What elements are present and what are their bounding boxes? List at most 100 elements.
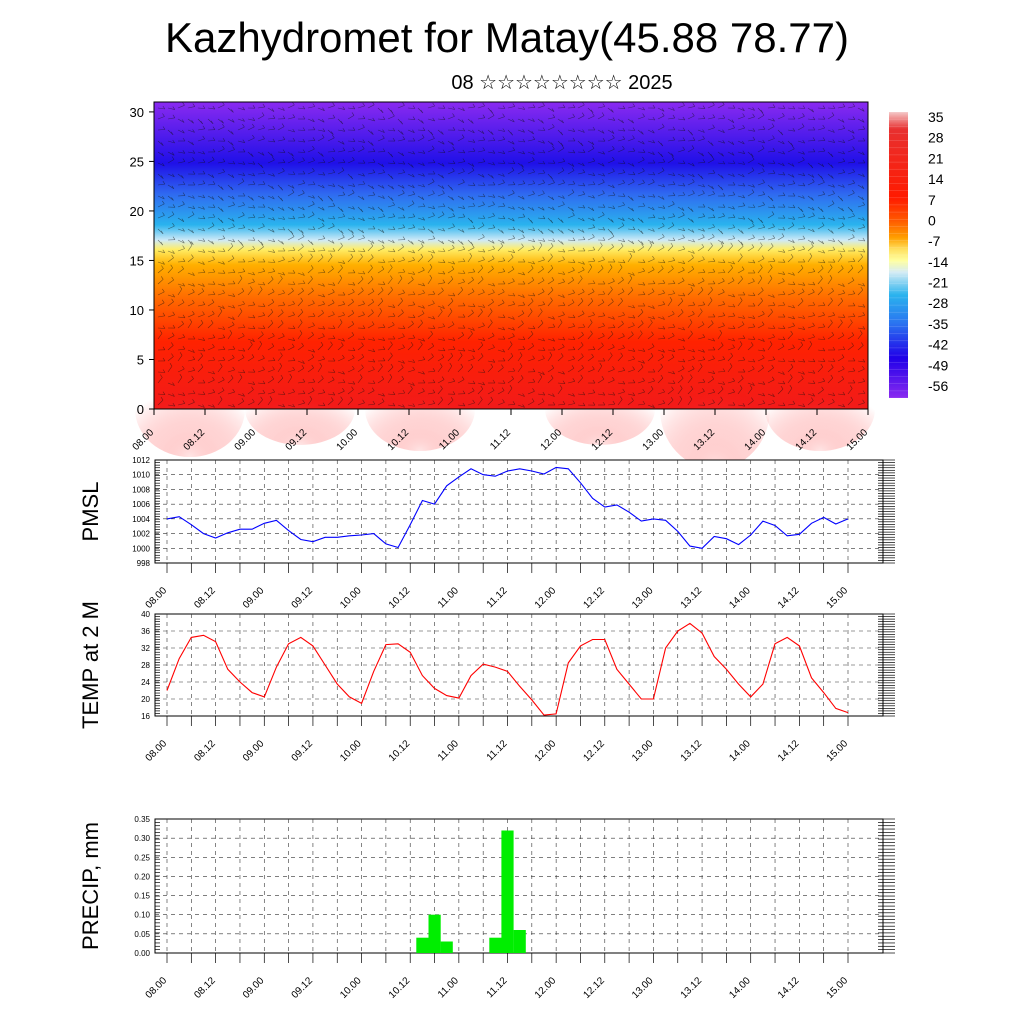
x-tick-label: 14.00 (727, 975, 753, 1001)
y-tick-label: 24 (141, 678, 150, 687)
plot-frame (154, 459, 884, 564)
x-tick-label: 11.00 (436, 585, 461, 610)
colorbar-label: -35 (928, 316, 948, 332)
x-tick-label: 12.12 (581, 975, 607, 1001)
x-tick-label: 14.12 (776, 585, 802, 611)
x-tick-label: 11.00 (436, 738, 461, 763)
y-axis-title: PRECIP, mm (78, 822, 103, 950)
colorbar-label: 21 (928, 150, 944, 166)
x-tick-label: 13.00 (641, 427, 667, 453)
y-tick-label: 0.30 (134, 834, 150, 843)
y-tick-label: 1012 (132, 456, 150, 465)
y-tick-label: 0.25 (134, 853, 150, 862)
y-tick-label: 16 (141, 712, 150, 721)
y-tick-label: 10 (130, 303, 144, 318)
grid (155, 460, 883, 563)
x-tick-label: 09.12 (290, 738, 316, 764)
x-tick-label: 13.12 (679, 738, 705, 764)
y-tick-label: 20 (141, 695, 150, 704)
series-line (166, 466, 849, 549)
y-tick-label: 20 (130, 204, 144, 219)
y-axis-title: PMSL (78, 482, 103, 542)
x-tick-label: 11.12 (485, 975, 510, 1000)
x-tick-label: 14.12 (776, 738, 802, 764)
x-tick-label: 12.00 (533, 975, 559, 1001)
x-tick-label: 14.00 (727, 738, 753, 764)
colorbar-label: 14 (928, 171, 944, 187)
y-tick-label: 1010 (132, 471, 150, 480)
colorbar: 35 28 21 14 7 0 -7 -14 -21 -28 -35 -42 -49 -56 (889, 109, 948, 399)
y-tick-label: 0.10 (134, 911, 150, 920)
colorbar-label: -21 (928, 275, 948, 291)
x-tick-label: 14.00 (727, 585, 753, 611)
x-tick-label: 12.12 (581, 585, 607, 611)
x-tick-label: 12.12 (581, 738, 607, 764)
y-tick-label: 30 (130, 105, 144, 120)
precip-bar (416, 937, 429, 953)
x-tick-label: 15.00 (825, 738, 851, 764)
chart-subtitle: 08 ☆☆☆☆☆☆☆☆ 2025 (451, 72, 673, 94)
y-tick-label: 0.20 (134, 872, 150, 881)
colorbar-label: 28 (928, 130, 944, 146)
y-tick-label: 15 (130, 253, 144, 268)
colorbar-label: 35 (928, 109, 944, 125)
y-tick-label: 998 (137, 559, 151, 568)
chart-title: Kazhydromet for Matay(45.88 78.77) (164, 14, 850, 61)
heatmap-field (154, 102, 868, 409)
x-tick-label: 08.12 (192, 975, 218, 1001)
x-tick-label: 08.00 (144, 738, 170, 764)
y-tick-label: 40 (141, 610, 150, 619)
x-tick-label: 08.12 (192, 585, 218, 611)
precip-bar (489, 937, 502, 953)
colorbar-label: -56 (928, 378, 948, 394)
y-tick-label: 1006 (132, 500, 150, 509)
x-tick-label: 13.00 (630, 975, 656, 1001)
x-tick-label: 13.00 (630, 738, 656, 764)
minor-ticks (155, 613, 895, 726)
precip-bar (513, 930, 526, 953)
colorbar-label: -28 (928, 295, 948, 311)
x-tick-label: 10.12 (387, 738, 413, 764)
precip-bar (501, 830, 514, 953)
y-tick-label: 25 (130, 154, 144, 169)
pmsl-panel: 998 1000 1002 1004 1006 1008 1010 1012 08.00 08.1… (78, 456, 895, 611)
x-tick-label: 09.12 (290, 585, 316, 611)
x-tick-label: 11.12 (485, 585, 510, 610)
colorbar-label: -7 (928, 233, 941, 249)
x-tick-label: 15.00 (825, 585, 851, 611)
grid (155, 819, 883, 953)
x-tick-label: 10.12 (387, 585, 413, 611)
grid (155, 614, 883, 716)
precip-panel: 0.00 0.05 0.10 0.15 0.20 0.25 0.30 0.35 08.00 08.… (78, 815, 895, 1001)
minor-ticks (155, 459, 895, 573)
x-tick-label: 08.00 (144, 585, 170, 611)
minor-ticks (155, 818, 895, 963)
x-tick-label: 11.00 (436, 975, 461, 1000)
x-tick-label: 08.00 (144, 975, 170, 1001)
precip-bar (428, 914, 441, 953)
y-tick-label: 32 (141, 644, 150, 653)
x-tick-label: 13.12 (679, 585, 705, 611)
y-tick-label: 0.00 (134, 949, 150, 958)
y-tick-label: 1002 (132, 530, 150, 539)
x-tick-label: 11.12 (488, 427, 513, 452)
colorbar-label: 7 (928, 192, 936, 208)
colorbar-gradient (889, 112, 908, 398)
y-tick-label: 28 (141, 661, 150, 670)
temp-panel: 16 20 24 28 32 36 40 08.00 08.12 09.00 09.12 10.00 1… (78, 601, 895, 764)
colorbar-label: 0 (928, 212, 936, 228)
x-tick-label: 13.12 (679, 975, 705, 1001)
precip-bar (440, 941, 453, 953)
y-tick-label: 0.35 (134, 815, 150, 824)
x-tick-label: 09.00 (241, 738, 267, 764)
y-tick-label: 0.05 (134, 930, 150, 939)
x-tick-label: 09.00 (241, 585, 267, 611)
y-tick-label: 1000 (132, 544, 150, 553)
x-tick-label: 10.00 (338, 738, 364, 764)
y-tick-label: 0 (137, 402, 144, 417)
x-tick-label: 11.12 (485, 738, 510, 763)
colorbar-label: -42 (928, 337, 948, 353)
series-line (166, 622, 849, 716)
